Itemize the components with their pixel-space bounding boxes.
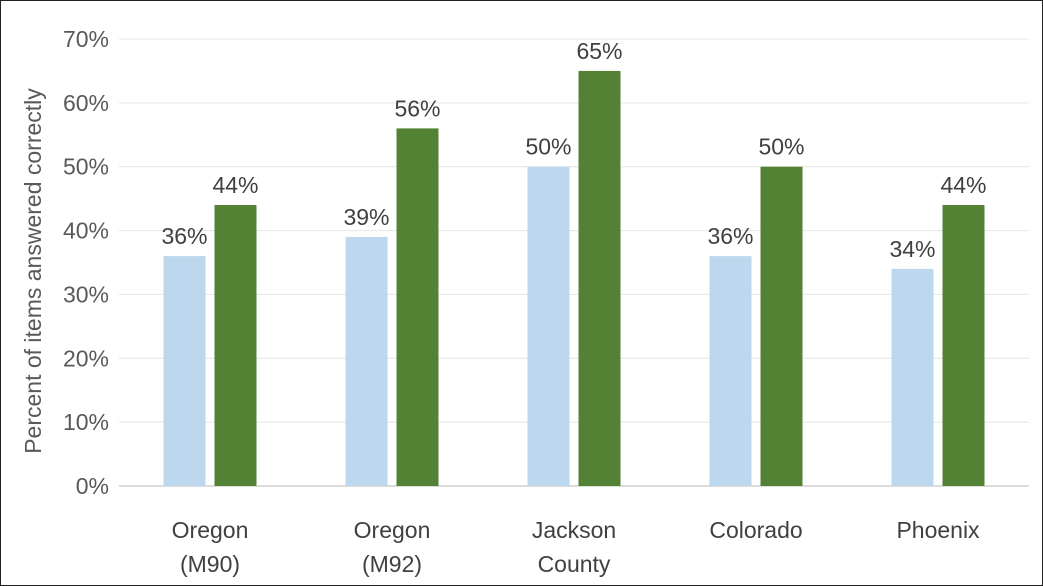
y-tick-label: 70% xyxy=(63,26,109,52)
data-label: 56% xyxy=(394,95,440,121)
bar xyxy=(345,236,388,486)
data-labels: 36%44%39%56%50%65%36%50%34%44% xyxy=(161,38,986,262)
y-axis-title: Percent of items answered correctly xyxy=(20,88,46,454)
bar-marks xyxy=(163,70,985,486)
data-label: 39% xyxy=(343,204,389,230)
data-label: 44% xyxy=(212,172,258,198)
bar xyxy=(891,268,934,486)
y-tick-label: 40% xyxy=(63,218,109,244)
x-category-label: County xyxy=(538,551,611,577)
x-category-label: Phoenix xyxy=(896,517,980,543)
bar xyxy=(578,70,621,486)
x-category-label: (M90) xyxy=(180,551,240,577)
x-category-label: (M92) xyxy=(362,551,422,577)
bar xyxy=(527,166,570,486)
x-category-label: Colorado xyxy=(709,517,802,543)
x-category-label: Jackson xyxy=(532,517,616,543)
data-label: 36% xyxy=(161,223,207,249)
data-label: 44% xyxy=(940,172,986,198)
y-tick-label: 60% xyxy=(63,90,109,116)
bar xyxy=(214,205,257,486)
bar xyxy=(709,256,752,486)
gridlines xyxy=(119,38,1029,487)
x-category-label: Oregon xyxy=(172,517,249,543)
y-tick-label: 20% xyxy=(63,345,109,371)
data-label: 34% xyxy=(889,236,935,262)
y-tick-label: 10% xyxy=(63,409,109,435)
data-label: 36% xyxy=(707,223,753,249)
data-label: 50% xyxy=(525,134,571,160)
data-label: 65% xyxy=(576,38,622,64)
y-tick-label: 30% xyxy=(63,281,109,307)
data-label: 50% xyxy=(758,134,804,160)
bar xyxy=(760,166,803,486)
y-tick-label: 50% xyxy=(63,154,109,180)
x-category-label: Oregon xyxy=(354,517,431,543)
bar xyxy=(396,128,439,486)
bar xyxy=(163,256,206,486)
bar xyxy=(942,205,985,486)
y-axis-tick-labels: 0% 10% 20% 30% 40% 50% 60% 70% xyxy=(63,26,109,499)
x-axis-category-labels: Oregon (M90) Oregon (M92) Jackson County Color… xyxy=(172,517,980,577)
y-tick-label: 0% xyxy=(76,473,109,499)
